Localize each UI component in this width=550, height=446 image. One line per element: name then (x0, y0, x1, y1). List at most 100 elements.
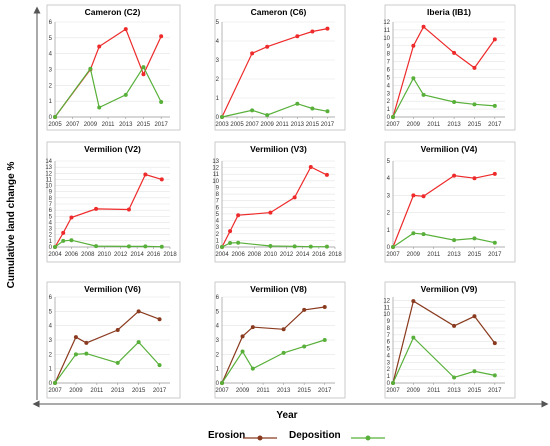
x-tick-label: 2006 (231, 252, 245, 258)
data-point-deposition (268, 244, 273, 249)
data-point-deposition (220, 115, 224, 119)
y-tick-label: 12 (383, 20, 390, 26)
data-point-erosion (250, 51, 255, 56)
y-tick-label: 2 (387, 99, 391, 105)
y-tick-label: 7 (387, 60, 391, 66)
y-tick-label: 0 (49, 245, 53, 251)
x-tick-label: 2017 (154, 122, 168, 128)
y-tick-label: 5 (387, 159, 391, 165)
data-point-deposition (452, 99, 457, 104)
panel-frame (46, 4, 181, 131)
y-tick-label: 12 (383, 298, 390, 304)
y-tick-label: 6 (49, 208, 53, 214)
data-point-deposition (228, 241, 233, 246)
data-point-deposition (115, 360, 120, 365)
y-tick-label: 0 (216, 245, 220, 251)
panel-title: Vermilion (V9) (421, 284, 478, 294)
data-point-erosion (159, 34, 164, 39)
x-tick-label: 2006 (65, 252, 79, 258)
y-tick-label: 5 (387, 347, 391, 353)
legend-deposition-label: Deposition (289, 430, 341, 441)
data-point-erosion (324, 172, 329, 177)
data-point-deposition (250, 108, 255, 113)
y-tick-label: 3 (216, 338, 220, 344)
data-point-erosion (73, 335, 78, 340)
data-point-deposition (295, 101, 300, 106)
data-point-deposition (141, 65, 146, 70)
data-point-erosion (292, 195, 297, 200)
data-point-deposition (421, 92, 426, 97)
series-line-erosion (392, 173, 495, 248)
x-tick-label: 2009 (236, 388, 250, 394)
panel-c2: Cameron (C2) 0 1 2 3 4 5 6 2005 2007 2009 2011 2013 2… (46, 4, 181, 131)
data-point-erosion (240, 334, 245, 339)
data-point-deposition (411, 335, 416, 340)
y-tick-label: 4 (387, 176, 391, 182)
data-point-erosion (310, 29, 315, 34)
y-tick-label: 2 (49, 83, 53, 89)
y-tick-label: 9 (387, 44, 391, 50)
data-point-deposition (310, 106, 315, 111)
x-tick-label: 2012 (114, 252, 128, 258)
y-tick-label: 6 (49, 295, 53, 301)
data-point-erosion (97, 44, 102, 49)
legend-erosion-marker (257, 435, 263, 441)
panel-title: Iberia (IB1) (427, 7, 471, 17)
data-point-deposition (302, 344, 307, 349)
panel-v8: Vermilion (V8) 0 1 2 3 4 5 6 2007 2009 2011 2013 201… (214, 281, 346, 399)
data-point-deposition (126, 244, 131, 249)
y-tick-label: 3 (387, 360, 391, 366)
y-tick-label: 11 (384, 28, 391, 34)
y-tick-label: 4 (387, 353, 391, 359)
data-point-erosion (472, 65, 477, 70)
data-point-erosion (452, 323, 457, 328)
y-tick-label: 5 (49, 36, 53, 42)
y-tick-label: 12 (45, 171, 52, 177)
panel-title: Vermilion (V3) (250, 144, 307, 154)
y-tick-label: 5 (216, 309, 220, 315)
data-point-erosion (268, 210, 273, 215)
x-tick-label: 2017 (318, 388, 332, 394)
data-point-deposition (136, 340, 141, 345)
y-tick-label: 7 (49, 202, 53, 208)
y-tick-label: 13 (45, 165, 52, 171)
series-line-erosion (54, 310, 160, 384)
data-point-erosion (115, 327, 120, 332)
y-tick-label: 1 (49, 99, 53, 105)
data-point-deposition (292, 244, 297, 249)
data-point-deposition (472, 236, 477, 241)
x-tick-label: 2007 (245, 122, 259, 128)
y-tick-label: 7 (216, 199, 220, 205)
y-tick-label: 4 (216, 39, 220, 45)
y-tick-label: 0 (216, 115, 220, 121)
y-tick-label: 3 (216, 58, 220, 64)
x-tick-label: 2007 (386, 122, 400, 128)
x-tick-label: 2009 (69, 388, 83, 394)
y-tick-label: 0 (387, 381, 391, 387)
x-tick-label: 2015 (137, 122, 151, 128)
data-point-deposition (61, 238, 66, 243)
x-tick-label: 2008 (81, 252, 95, 258)
y-tick-label: 2 (49, 233, 53, 239)
x-tick-label: 2016 (312, 252, 326, 258)
y-tick-label: 1 (387, 374, 391, 380)
series-line-erosion (392, 25, 496, 118)
data-point-deposition (236, 240, 241, 245)
data-point-deposition (391, 245, 395, 249)
data-point-erosion (228, 229, 233, 234)
y-tick-label: 5 (49, 214, 53, 220)
panel-title: Vermilion (V2) (84, 144, 141, 154)
y-tick-label: 2 (216, 77, 220, 83)
y-tick-label: 9 (49, 190, 53, 196)
data-point-erosion (325, 26, 330, 31)
data-point-deposition (281, 350, 286, 355)
x-tick-label: 2007 (215, 388, 229, 394)
y-tick-label: 13 (212, 159, 219, 165)
x-tick-label: 2008 (248, 252, 262, 258)
panel-frame (384, 4, 516, 131)
y-tick-label: 3 (387, 91, 391, 97)
y-tick-label: 6 (216, 295, 220, 301)
x-tick-label: 2013 (291, 122, 305, 128)
series-line-deposition (392, 76, 495, 118)
